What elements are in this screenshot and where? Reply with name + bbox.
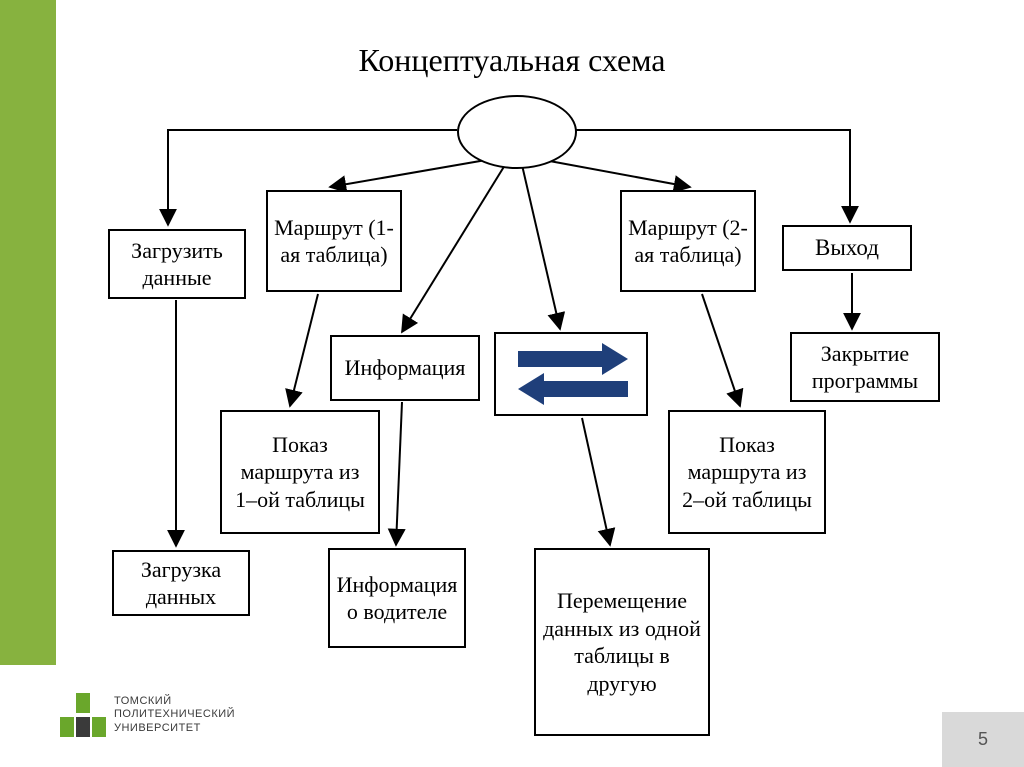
- accent-sidebar: [0, 0, 56, 665]
- node-swap-arrows: [494, 332, 648, 416]
- node-show-route-1: Показ маршрута из 1–ой таблицы: [220, 410, 380, 534]
- logo-mark-icon: [60, 693, 104, 737]
- node-show-route-2: Показ маршрута из 2–ой таблицы: [668, 410, 826, 534]
- node-information: Информация: [330, 335, 480, 401]
- swap-arrows-icon: [506, 339, 636, 409]
- node-load-data: Загрузить данные: [108, 229, 246, 299]
- logo-line-1: ТОМСКИЙ: [114, 695, 235, 708]
- node-loading-data: Загрузка данных: [112, 550, 250, 616]
- root-node: [457, 95, 577, 169]
- slide: { "diagram": { "type": "flowchart", "tit…: [0, 0, 1024, 767]
- logo-line-2: ПОЛИТЕХНИЧЕСКИЙ: [114, 708, 235, 721]
- node-move-data: Перемещение данных из одной таблицы в др…: [534, 548, 710, 736]
- logo-text: ТОМСКИЙ ПОЛИТЕХНИЧЕСКИЙ УНИВЕРСИТЕТ: [114, 695, 235, 735]
- university-logo: ТОМСКИЙ ПОЛИТЕХНИЧЕСКИЙ УНИВЕРСИТЕТ: [60, 693, 235, 737]
- diagram-title: Концептуальная схема: [0, 42, 1024, 79]
- node-driver-info: Информация о водителе: [328, 548, 466, 648]
- logo-line-3: УНИВЕРСИТЕТ: [114, 722, 235, 735]
- node-exit: Выход: [782, 225, 912, 271]
- node-close-program: Закрытие программы: [790, 332, 940, 402]
- page-number: 5: [942, 712, 1024, 767]
- node-route-1: Маршрут (1-ая таблица): [266, 190, 402, 292]
- node-route-2: Маршрут (2-ая таблица): [620, 190, 756, 292]
